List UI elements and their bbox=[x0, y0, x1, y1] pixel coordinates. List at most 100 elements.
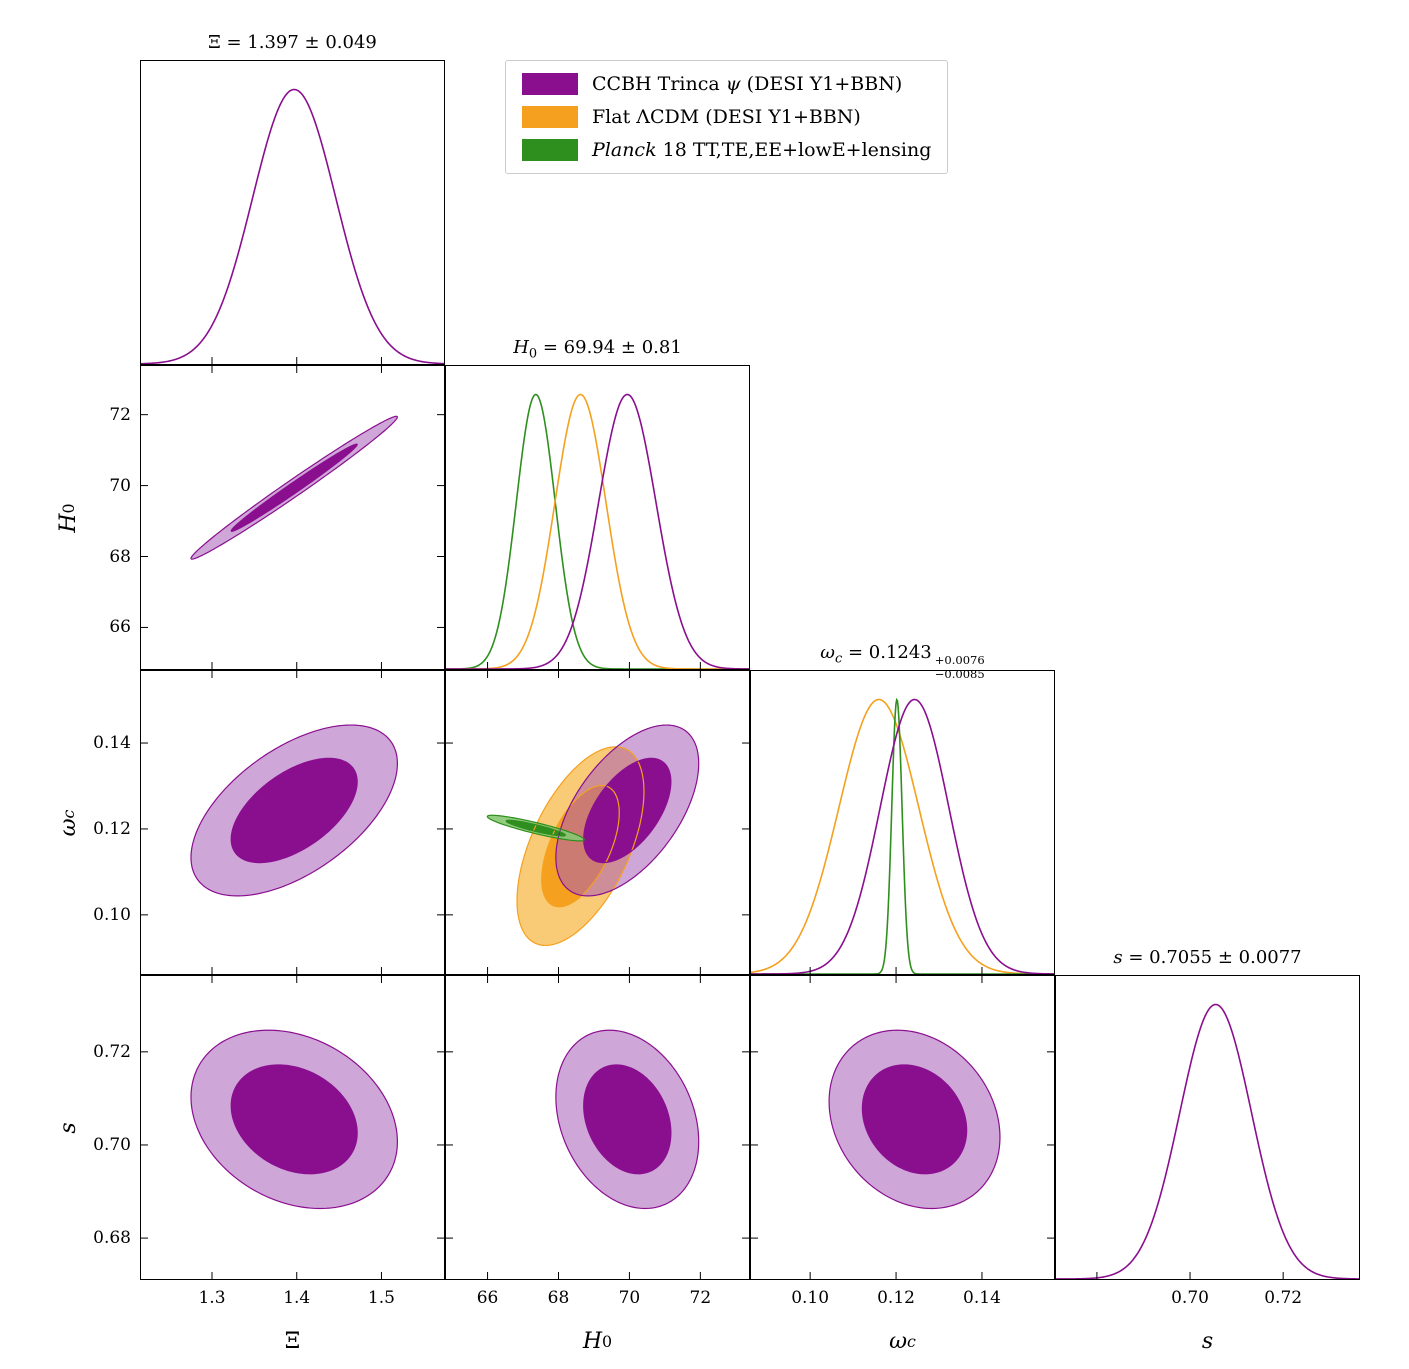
panel-2d-Xi-H0 bbox=[140, 365, 445, 674]
contour-line bbox=[583, 1064, 672, 1175]
panel-1d-s bbox=[1055, 975, 1360, 1284]
legend-item-ccbh: CCBH Trinca ψ (DESI Y1+BBN) bbox=[522, 73, 931, 95]
density-curve-planck bbox=[445, 393, 750, 670]
y-tick-label: 72 bbox=[109, 404, 131, 425]
contour-line bbox=[230, 443, 358, 532]
ticks bbox=[751, 976, 1054, 1279]
contour-line bbox=[828, 1029, 1001, 1210]
legend-swatch-planck bbox=[522, 139, 578, 161]
panel-svg bbox=[445, 975, 750, 1280]
y-tick-label: 0.10 bbox=[93, 904, 131, 925]
panel-border bbox=[140, 60, 445, 365]
panel-title-H0: H0 = 69.94 ± 0.81 bbox=[513, 337, 682, 362]
density-curve-ccbh bbox=[445, 393, 750, 670]
contour-line bbox=[230, 757, 358, 864]
contour-1sigma-ccbh bbox=[583, 1064, 671, 1174]
legend-label-planck: Planck 18 TT,TE,EE+lowE+lensing bbox=[592, 139, 932, 161]
contour-1sigma-ccbh bbox=[231, 758, 358, 863]
x-tick-label: 1.4 bbox=[283, 1288, 311, 1308]
panel-2d-Xi-s bbox=[140, 975, 445, 1284]
panel-svg bbox=[1055, 975, 1360, 1280]
panel-svg bbox=[750, 670, 1055, 975]
panel-1d-H0 bbox=[445, 365, 750, 674]
contour-1sigma-ccbh bbox=[583, 758, 671, 863]
x-tick-label: 66 bbox=[476, 1288, 499, 1308]
legend-item-lcdm: Flat ΛCDM (DESI Y1+BBN) bbox=[522, 106, 931, 128]
ticks bbox=[1096, 1272, 1284, 1279]
panel-title-Xi: Ξ = 1.397 ± 0.049 bbox=[208, 32, 377, 53]
contour-line bbox=[555, 724, 700, 897]
ticks bbox=[141, 366, 444, 669]
contour-line bbox=[555, 1029, 700, 1210]
x-tick-label: 0.10 bbox=[791, 1288, 830, 1308]
panel-2d-H0-omegac bbox=[445, 670, 750, 979]
legend-item-planck: Planck 18 TT,TE,EE+lowE+lensing bbox=[522, 139, 931, 161]
y-tick-label: 0.72 bbox=[93, 1041, 131, 1062]
x-tick-label: 0.72 bbox=[1264, 1288, 1303, 1308]
y-tick-label: 0.12 bbox=[93, 818, 131, 839]
panel-title-s: s = 0.7055 ± 0.0077 bbox=[1113, 947, 1302, 968]
y-tick-label: 70 bbox=[109, 475, 131, 496]
x-axis-label-s: s bbox=[1201, 1328, 1214, 1354]
contour-line bbox=[541, 784, 620, 908]
contour-line bbox=[190, 1029, 399, 1210]
density-curve-lcdm bbox=[750, 698, 1055, 975]
panel-2d-omegac-s bbox=[750, 975, 1055, 1284]
density-curve-lcdm bbox=[445, 393, 750, 670]
x-tick-label: 1.3 bbox=[198, 1288, 226, 1308]
panel-svg bbox=[140, 670, 445, 975]
contour-line bbox=[190, 415, 399, 560]
panel-border bbox=[1055, 975, 1360, 1280]
contour-line bbox=[505, 819, 566, 837]
panel-border bbox=[750, 670, 1055, 975]
panel-2d-H0-s bbox=[445, 975, 750, 1284]
x-axis-label-Xi: Ξ bbox=[284, 1328, 301, 1354]
y-tick-label: 0.14 bbox=[93, 733, 131, 754]
density-curve-ccbh bbox=[750, 698, 1055, 975]
panel-border bbox=[445, 975, 750, 1280]
panel-1d-omegac bbox=[750, 670, 1055, 979]
panel-title-omegac: ωc = 0.1243 +0.0076 −0.0085 bbox=[820, 642, 985, 681]
panel-svg bbox=[445, 365, 750, 670]
ticks bbox=[141, 976, 444, 1279]
contour-1sigma-ccbh bbox=[862, 1064, 967, 1174]
legend-swatch-ccbh bbox=[522, 73, 578, 95]
error-stack: +0.0076 −0.0085 bbox=[934, 653, 985, 681]
panel-border bbox=[140, 975, 445, 1280]
panel-border bbox=[445, 670, 750, 975]
ticks bbox=[487, 662, 701, 669]
x-tick-label: 70 bbox=[618, 1288, 641, 1308]
y-tick-label: 0.70 bbox=[93, 1134, 131, 1155]
legend: CCBH Trinca ψ (DESI Y1+BBN) Flat ΛCDM (DE… bbox=[505, 60, 949, 174]
panel-1d-Xi bbox=[140, 60, 445, 369]
panel-svg bbox=[445, 670, 750, 975]
contour-line bbox=[230, 1064, 358, 1175]
x-tick-label: 68 bbox=[547, 1288, 570, 1308]
x-tick-label: 0.70 bbox=[1171, 1288, 1209, 1308]
x-tick-label: 1.5 bbox=[367, 1288, 395, 1308]
panel-svg bbox=[140, 975, 445, 1280]
contour-line bbox=[190, 724, 399, 897]
x-tick-label: 0.14 bbox=[963, 1288, 1001, 1308]
y-axis-label-s: s bbox=[55, 1121, 81, 1134]
panel-svg bbox=[140, 60, 445, 365]
contour-1sigma-ccbh bbox=[231, 444, 358, 532]
contour-1sigma-ccbh bbox=[231, 1064, 358, 1174]
ticks bbox=[809, 967, 983, 974]
y-tick-label: 68 bbox=[109, 546, 131, 567]
ticks bbox=[446, 976, 749, 1279]
panel-border bbox=[140, 365, 445, 670]
panel-svg bbox=[140, 365, 445, 670]
contour-line bbox=[486, 814, 585, 842]
panel-border bbox=[445, 365, 750, 670]
contour-line bbox=[861, 1064, 968, 1175]
panel-border bbox=[750, 975, 1055, 1280]
contour-1sigma-planck bbox=[506, 820, 566, 836]
panel-border bbox=[140, 670, 445, 975]
ticks bbox=[446, 671, 749, 974]
panel-2d-Xi-omegac bbox=[140, 670, 445, 979]
